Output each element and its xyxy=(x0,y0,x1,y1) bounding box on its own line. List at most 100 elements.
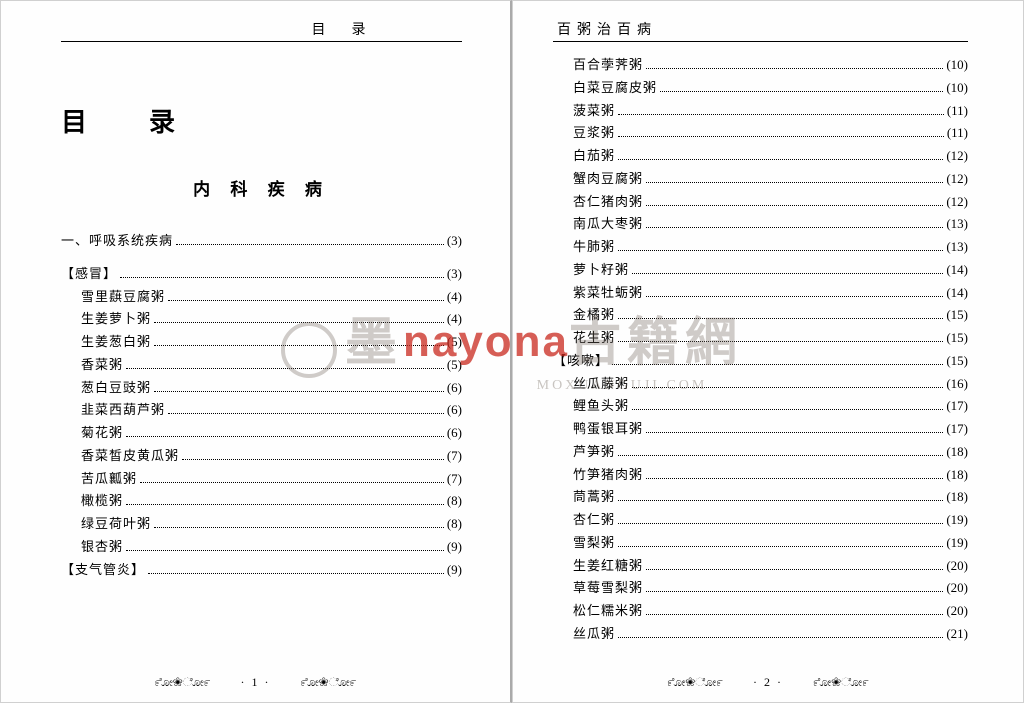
toc-row: 一、呼吸系统疾病(3) xyxy=(61,230,462,253)
toc-dots xyxy=(618,318,943,319)
toc-page: (12) xyxy=(946,168,968,191)
toc-label: 丝瓜粥 xyxy=(553,623,615,646)
ornament-icon: ೯ೋ❀ೋ೯ xyxy=(667,675,723,689)
toc-label: 苦瓜瓤粥 xyxy=(61,468,137,491)
toc-page: (21) xyxy=(946,623,968,646)
toc-dots xyxy=(154,391,444,392)
toc-page: (20) xyxy=(946,577,968,600)
left-page-number: · 1 · xyxy=(241,675,271,689)
toc-label: 草莓雪梨粥 xyxy=(553,577,643,600)
toc-page: (10) xyxy=(946,54,968,77)
ornament-icon: ೯ೋ❀ೋ೯ xyxy=(813,675,869,689)
toc-label: 花生粥 xyxy=(553,327,615,350)
toc-page: (14) xyxy=(946,259,968,282)
toc-label: 绿豆荷叶粥 xyxy=(61,513,151,536)
toc-page: (6) xyxy=(447,377,462,400)
toc-dots xyxy=(120,277,444,278)
toc-label: 白茄粥 xyxy=(553,145,615,168)
toc-dots xyxy=(618,159,943,160)
toc-row: 花生粥(15) xyxy=(553,327,968,350)
toc-label: 雪梨粥 xyxy=(553,532,615,555)
toc-row: 菠菜粥(11) xyxy=(553,100,968,123)
toc-dots xyxy=(176,244,444,245)
toc-row: 葱白豆豉粥(6) xyxy=(61,377,462,400)
toc-row: 苦瓜瓤粥 (7) xyxy=(61,468,462,491)
toc-page: (8) xyxy=(447,513,462,536)
right-toc-list: 百合荸荠粥(10)白菜豆腐皮粥(10)菠菜粥(11)豆浆粥(11)白茄粥(12)… xyxy=(553,54,968,646)
toc-page: (7) xyxy=(447,468,462,491)
toc-dots xyxy=(646,569,943,570)
toc-row: 芦笋粥(18) xyxy=(553,441,968,464)
toc-label: 南瓜大枣粥 xyxy=(553,213,643,236)
toc-page: (7) xyxy=(447,445,462,468)
toc-label: 豆浆粥 xyxy=(553,122,615,145)
toc-row: 茼蒿粥 (18) xyxy=(553,486,968,509)
toc-page: (5) xyxy=(447,331,462,354)
toc-dots xyxy=(646,182,943,183)
toc-label: 韭菜西葫芦粥 xyxy=(61,399,165,422)
toc-dots xyxy=(646,205,943,206)
toc-row: 牛肺粥(13) xyxy=(553,236,968,259)
toc-row: 生姜葱白粥 (5) xyxy=(61,331,462,354)
toc-label: 杏仁粥 xyxy=(553,509,615,532)
toc-page: (6) xyxy=(447,399,462,422)
left-page: 目 录 目 录 内 科 疾 病 一、呼吸系统疾病(3)【感冒】(3)雪里蕻豆腐粥… xyxy=(0,0,512,703)
toc-page: (19) xyxy=(946,509,968,532)
toc-page: (9) xyxy=(447,536,462,559)
toc-label: 生姜萝卜粥 xyxy=(61,308,151,331)
toc-dots xyxy=(154,345,444,346)
toc-page: (4) xyxy=(447,308,462,331)
toc-page: (13) xyxy=(946,213,968,236)
toc-label: 金橘粥 xyxy=(553,304,615,327)
toc-page: (4) xyxy=(447,286,462,309)
toc-page: (8) xyxy=(447,490,462,513)
toc-dots xyxy=(618,114,944,115)
toc-dots xyxy=(618,523,943,524)
toc-page: (20) xyxy=(946,600,968,623)
toc-row: 丝瓜藤粥(16) xyxy=(553,373,968,396)
toc-label: 香菜粥 xyxy=(61,354,123,377)
toc-page: (13) xyxy=(946,236,968,259)
toc-row: 鲤鱼头粥(17) xyxy=(553,395,968,418)
toc-row: 百合荸荠粥(10) xyxy=(553,54,968,77)
toc-page: (18) xyxy=(946,486,968,509)
toc-page: (6) xyxy=(447,422,462,445)
toc-page: (3) xyxy=(447,230,462,253)
toc-dots xyxy=(140,482,444,483)
toc-label: 白菜豆腐皮粥 xyxy=(553,77,657,100)
ornament-icon: ೯ೋ❀ೋ೯ xyxy=(301,675,357,689)
toc-dots xyxy=(646,227,943,228)
toc-row: 橄榄粥(8) xyxy=(61,490,462,513)
toc-dots xyxy=(612,364,943,365)
toc-row: 【支气管炎】(9) xyxy=(61,559,462,582)
toc-dots xyxy=(632,273,943,274)
toc-page: (12) xyxy=(946,145,968,168)
toc-label: 【支气管炎】 xyxy=(61,559,145,582)
right-header: 百粥治百病 xyxy=(553,19,968,42)
right-page-number: · 2 · xyxy=(753,675,783,689)
toc-row: 蟹肉豆腐粥(12) xyxy=(553,168,968,191)
toc-label: 生姜葱白粥 xyxy=(61,331,151,354)
toc-label: 香菜皙皮黄瓜粥 xyxy=(61,445,179,468)
toc-dots xyxy=(154,527,444,528)
toc-page: (17) xyxy=(946,418,968,441)
toc-dots xyxy=(618,637,943,638)
toc-row: 生姜萝卜粥 (4) xyxy=(61,308,462,331)
toc-page: (5) xyxy=(447,354,462,377)
toc-row: 松仁糯米粥(20) xyxy=(553,600,968,623)
toc-page: (15) xyxy=(946,350,968,373)
toc-row: 银杏粥(9) xyxy=(61,536,462,559)
toc-dots xyxy=(632,409,943,410)
toc-label: 生姜红糖粥 xyxy=(553,555,643,578)
toc-label: 【咳嗽】 xyxy=(553,350,609,373)
toc-dots xyxy=(618,500,943,501)
toc-label: 茼蒿粥 xyxy=(553,486,615,509)
section-title: 内 科 疾 病 xyxy=(61,175,462,200)
toc-page: (12) xyxy=(946,191,968,214)
toc-dots xyxy=(168,413,444,414)
toc-dots xyxy=(646,591,943,592)
ornament-icon: ೯ೋ❀ೋ೯ xyxy=(155,675,211,689)
toc-dots xyxy=(646,296,943,297)
toc-label: 杏仁猪肉粥 xyxy=(553,191,643,214)
toc-dots xyxy=(646,478,943,479)
